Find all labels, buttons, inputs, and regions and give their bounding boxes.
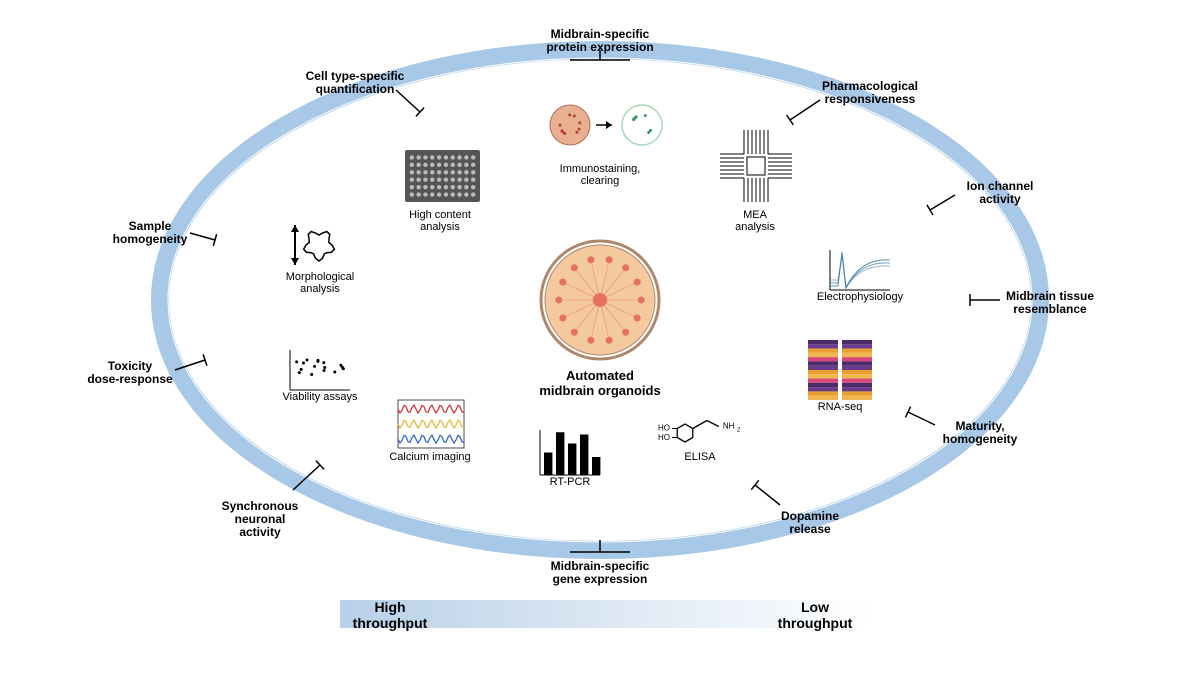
electrophysiology-icon [830, 250, 890, 290]
svg-text:analysis: analysis [735, 221, 775, 233]
label-text: resemblance [1013, 302, 1087, 316]
center-title: Automatedmidbrain organoids [539, 368, 660, 398]
svg-text:NH: NH [723, 422, 735, 431]
label-text: Sample [129, 219, 172, 233]
label-text: homogeneity [113, 232, 188, 246]
svg-text:HO: HO [658, 423, 670, 432]
rnaseq-icon [808, 340, 872, 400]
elisa-icon: NH2 HOHO [658, 421, 741, 443]
scatter-icon [290, 350, 350, 390]
label-text: release [789, 522, 831, 536]
svg-text:MEA: MEA [743, 209, 768, 221]
label-text: Synchronous [222, 499, 299, 513]
calcium-icon [398, 400, 464, 448]
svg-text:Immunostaining,: Immunostaining, [560, 163, 641, 175]
svg-text:High content: High content [409, 209, 471, 221]
method-label-mea: MEAanalysis [735, 209, 775, 233]
label-text: Toxicity [108, 359, 153, 373]
label-text: responsiveness [825, 92, 916, 106]
method-label-rna-seq: RNA-seq [818, 401, 863, 413]
label-text: Midbrain-specific [551, 27, 650, 41]
method-label-viability: Viability assays [283, 391, 358, 403]
label-text: Ion channel [967, 179, 1034, 193]
organoid-dish-icon [541, 241, 659, 359]
method-label-immunostaining: Immunostaining,clearing [560, 163, 641, 187]
svg-text:RT-PCR: RT-PCR [550, 476, 591, 488]
mea-icon [720, 130, 792, 202]
svg-text:analysis: analysis [300, 283, 340, 295]
svg-text:throughput: throughput [778, 615, 853, 631]
rtpcr-icon [540, 430, 600, 475]
label-text: neuronal [235, 512, 286, 526]
svg-text:Low: Low [801, 599, 829, 615]
label-text: quantification [316, 82, 395, 96]
label-text: gene expression [553, 572, 648, 586]
svg-text:clearing: clearing [581, 175, 620, 187]
svg-text:HO: HO [658, 433, 670, 442]
label-text: Midbrain tissue [1006, 289, 1094, 303]
label-text: dose-response [87, 372, 173, 386]
svg-text:2: 2 [737, 428, 741, 434]
wellplate-icon [405, 150, 480, 202]
svg-text:midbrain organoids: midbrain organoids [539, 383, 660, 398]
outer-label-sample-homog: Samplehomogeneity [113, 219, 217, 246]
throughput-scale: HighthroughputLowthroughput [340, 599, 870, 631]
method-label-calcium: Calcium imaging [389, 451, 470, 463]
svg-text:RNA-seq: RNA-seq [818, 401, 863, 413]
label-text: activity [979, 192, 1021, 206]
method-label-elisa: ELISA [684, 451, 716, 463]
outer-label-midbrain-tissue: Midbrain tissueresemblance [970, 289, 1094, 316]
label-text: Pharmacological [822, 79, 918, 93]
svg-text:Calcium imaging: Calcium imaging [389, 451, 470, 463]
label-text: homogeneity [943, 432, 1018, 446]
label-text: Cell type-specific [306, 69, 405, 83]
method-label-rt-pcr: RT-PCR [550, 476, 591, 488]
method-label-high-content: High contentanalysis [409, 209, 471, 233]
morphology-icon [291, 225, 334, 265]
label-text: Dopamine [781, 509, 839, 523]
svg-text:Viability assays: Viability assays [283, 391, 358, 403]
svg-text:High: High [374, 599, 405, 615]
svg-text:throughput: throughput [353, 615, 428, 631]
svg-text:Electrophysiology: Electrophysiology [817, 291, 904, 303]
method-label-electro: Electrophysiology [817, 291, 904, 303]
svg-text:Morphological: Morphological [286, 271, 354, 283]
svg-text:analysis: analysis [420, 221, 460, 233]
label-text: Midbrain-specific [551, 559, 650, 573]
label-text: activity [239, 525, 281, 539]
label-text: Maturity, [955, 419, 1004, 433]
svg-text:Automated: Automated [566, 368, 634, 383]
svg-text:ELISA: ELISA [684, 451, 716, 463]
method-label-morph: Morphologicalanalysis [286, 271, 354, 295]
immunostaining-icon [550, 105, 662, 145]
